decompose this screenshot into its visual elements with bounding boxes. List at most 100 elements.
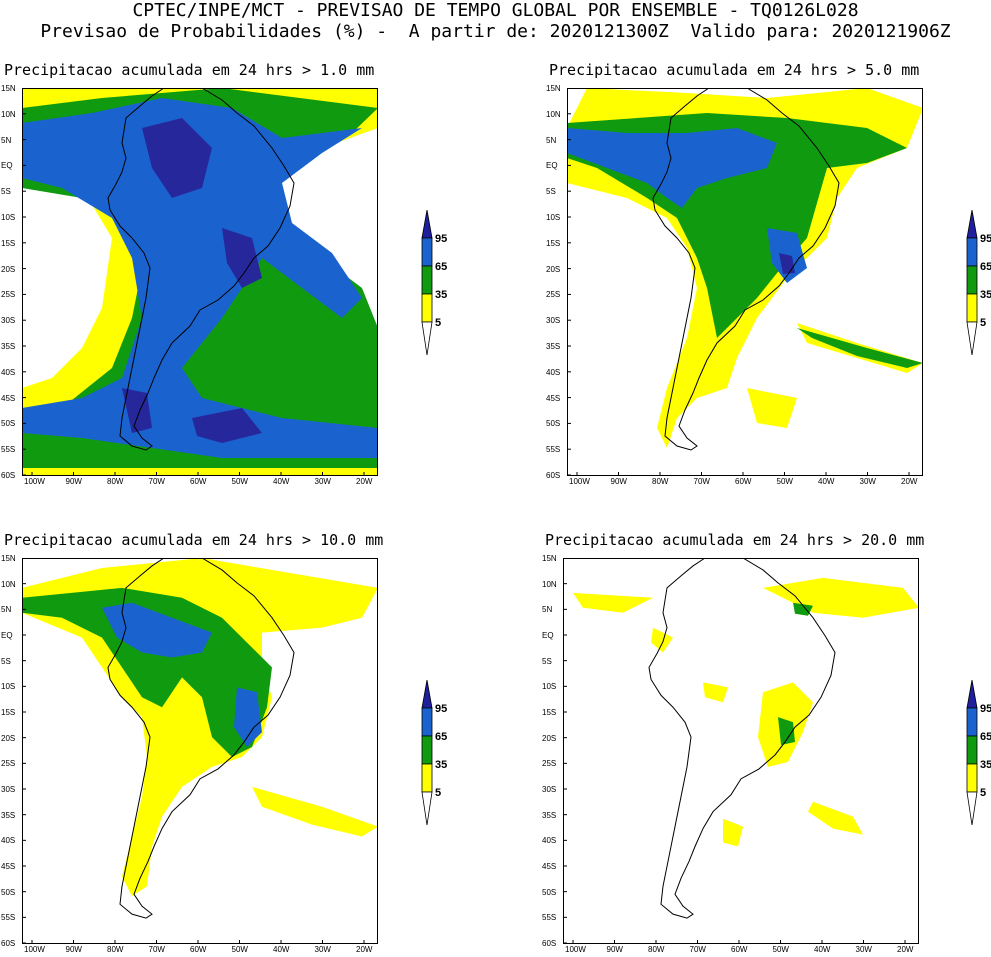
lat-label: 60S xyxy=(546,471,561,480)
lat-label: 5N xyxy=(1,135,12,145)
lon-label: 50W xyxy=(776,477,793,486)
lon-label: 20W xyxy=(901,477,918,486)
lon-label: 60W xyxy=(190,477,207,486)
lon-label: 90W xyxy=(606,945,623,954)
panel-4-title: Precipitacao acumulada em 24 hrs > 20.0 … xyxy=(545,531,925,549)
colorbar-level-label: 95 xyxy=(435,233,448,245)
probability-area-blue xyxy=(234,687,262,748)
colorbar-segment-c65 xyxy=(966,707,978,737)
map-background xyxy=(563,558,919,944)
lon-label: 50W xyxy=(772,945,789,954)
lon-label: 70W xyxy=(689,945,706,954)
lat-label: 55S xyxy=(1,445,16,455)
lon-label: 80W xyxy=(652,477,669,486)
lon-label: 30W xyxy=(859,477,876,486)
colorbar-segment-white xyxy=(966,321,978,355)
probability-area-yellow xyxy=(651,627,673,653)
colorbar-level-label: 65 xyxy=(435,731,448,743)
lat-label: 35S xyxy=(1,810,16,820)
lat-label: 10N xyxy=(1,579,16,589)
lon-label: 30W xyxy=(855,945,872,954)
lon-label: 70W xyxy=(693,477,710,486)
colorbar-segment-c65 xyxy=(966,237,978,267)
colorbar-segment-c35 xyxy=(421,265,433,295)
colorbar-segment-c35 xyxy=(966,265,978,295)
colorbar-2: 95 65 35 5 xyxy=(965,210,991,355)
lat-label: 35S xyxy=(542,810,557,820)
figure-subtitle: Previsao de Probabilidades (%) - A parti… xyxy=(40,21,951,42)
colorbar-graphic xyxy=(421,210,433,355)
map-frame xyxy=(567,88,923,476)
probability-area-green xyxy=(778,717,795,746)
lon-label: 50W xyxy=(231,945,248,954)
map-frame xyxy=(563,558,919,944)
figure-title: CPTEC/INPE/MCT - PREVISAO DE TEMPO GLOBA… xyxy=(132,0,859,21)
colorbar-graphic xyxy=(966,210,978,355)
map-frame xyxy=(22,88,378,476)
lat-label: 30S xyxy=(546,316,561,326)
lat-label: 60S xyxy=(1,471,16,480)
map-field-2 xyxy=(567,88,923,476)
map-panel-1mm xyxy=(22,88,378,476)
lon-label: 100W xyxy=(565,945,586,954)
lat-label: 15N xyxy=(542,554,557,563)
lat-label: 5N xyxy=(542,605,553,615)
lon-label: 100W xyxy=(24,477,45,486)
lat-label: 5N xyxy=(546,135,557,145)
lon-label: 20W xyxy=(356,477,373,486)
lon-label: 60W xyxy=(190,945,207,954)
map-frame xyxy=(22,558,378,944)
colorbar-level-label: 5 xyxy=(435,317,442,329)
lat-label: 40S xyxy=(546,367,561,377)
panel-2-title: Precipitacao acumulada em 24 hrs > 5.0 m… xyxy=(549,61,920,79)
probability-area-green xyxy=(793,602,813,616)
colorbar-level-label: 35 xyxy=(980,289,991,301)
lat-label: 50S xyxy=(542,887,557,897)
lon-label: 70W xyxy=(148,945,165,954)
lat-label: 55S xyxy=(542,913,557,923)
probability-area-navy xyxy=(142,118,212,198)
lat-label: 40S xyxy=(1,836,16,846)
colorbar-level-label: 35 xyxy=(980,759,991,771)
lat-label: 25S xyxy=(1,759,16,769)
lat-label: 55S xyxy=(1,913,16,923)
lat-label: EQ xyxy=(1,161,13,171)
colorbar-segment-white xyxy=(966,791,978,825)
colorbar-level-label: 95 xyxy=(435,703,448,715)
lat-label: 45S xyxy=(542,862,557,871)
colorbar-segment-c95 xyxy=(421,680,433,709)
map-field-1 xyxy=(22,88,378,476)
lat-label: 35S xyxy=(546,342,561,351)
colorbar-segment-white xyxy=(421,321,433,355)
colorbar-segment-c35 xyxy=(966,735,978,765)
lat-label: 50S xyxy=(1,419,16,429)
lon-label: 60W xyxy=(735,477,752,486)
lat-label: 25S xyxy=(1,290,16,300)
panel-1-title: Precipitacao acumulada em 24 hrs > 1.0 m… xyxy=(4,61,375,79)
lat-label: 10S xyxy=(1,682,16,692)
colorbar-level-label: 65 xyxy=(980,731,991,743)
lon-label: 70W xyxy=(148,477,165,486)
lat-label: 45S xyxy=(1,862,16,871)
lat-label: EQ xyxy=(542,631,554,640)
lat-label: EQ xyxy=(1,631,13,640)
lat-label: 55S xyxy=(546,445,561,455)
lon-label: 50W xyxy=(231,477,248,486)
south-america-coastline xyxy=(107,558,295,919)
lat-label: 40S xyxy=(1,367,16,377)
colorbar-4: 95 65 35 5 xyxy=(965,680,991,825)
lat-label: 50S xyxy=(1,887,16,897)
lat-label: 10S xyxy=(546,213,561,222)
lon-label: 30W xyxy=(314,477,331,486)
lon-label: 100W xyxy=(569,477,590,486)
probability-area-yellow xyxy=(808,801,863,835)
lat-label: 45S xyxy=(1,393,16,403)
lon-label: 20W xyxy=(356,945,373,954)
south-america-coastline xyxy=(648,558,836,919)
probability-area-green xyxy=(22,587,272,757)
colorbar-3: 95 65 35 5 xyxy=(420,680,450,825)
lon-label: 90W xyxy=(65,945,82,954)
lon-label: 80W xyxy=(107,945,124,954)
map-field-4 xyxy=(563,558,919,944)
lat-label: 30S xyxy=(1,316,16,326)
